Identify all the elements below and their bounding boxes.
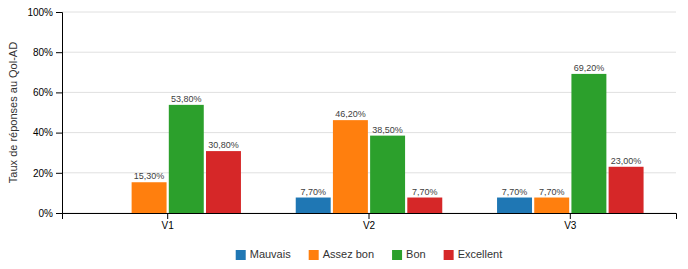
data-label: 30,80% (208, 140, 239, 150)
legend-label: Excellent (458, 248, 503, 260)
y-tick-mark (56, 12, 62, 13)
bar (534, 198, 569, 213)
x-tick: V1 (162, 213, 175, 231)
x-tick-label: V2 (363, 220, 376, 231)
legend-item: Bon (392, 248, 426, 260)
x-tick-mark (570, 213, 571, 219)
y-tick-label: 20% (33, 168, 53, 179)
bar (296, 198, 331, 213)
y-tick-mark (56, 92, 62, 93)
plot: 0% 20% 40% 60% 80% 100% V1 V2 V3 7,70% 7,70% 15,30%… (27, 7, 676, 231)
legend-swatch (392, 250, 402, 260)
legend-item: Excellent (444, 248, 503, 260)
y-tick-label: 40% (33, 127, 53, 138)
bar (94, 213, 129, 214)
data-label: 7,70% (412, 187, 438, 197)
data-label: 53,80% (171, 94, 202, 104)
bar (609, 167, 644, 213)
grid-line (62, 52, 676, 53)
y-axis-line (56, 13, 63, 214)
y-tick-label: 60% (33, 87, 53, 98)
chart: 0% 20% 40% 60% 80% 100% V1 V2 V3 7,70% 7,70% 15,30%… (0, 0, 688, 269)
x-axis-line (63, 214, 677, 220)
data-labels: 7,70% 7,70% 15,30% 46,20% 7,70% 53,80% 38,50% 6… (134, 63, 642, 197)
y-tick-label: 80% (33, 47, 53, 58)
x-tick-label: V1 (162, 220, 175, 231)
legend-label: Assez bon (323, 248, 374, 260)
legend-label: Bon (406, 248, 426, 260)
y-tick-mark (56, 133, 62, 134)
x-tick: V3 (564, 213, 577, 231)
data-label: 46,20% (335, 109, 366, 119)
bar (497, 198, 532, 213)
x-tick: V2 (363, 213, 376, 231)
legend-swatch (309, 250, 319, 260)
y-tick-label: 0% (39, 208, 54, 219)
bar (571, 74, 606, 213)
y-axis: 0% 20% 40% 60% 80% 100% (27, 7, 62, 219)
bar (333, 120, 368, 213)
y-tick-mark (56, 213, 62, 214)
bar (206, 151, 241, 213)
bar (370, 136, 405, 213)
legend-label: Mauvais (250, 248, 291, 260)
x-tick-mark (167, 213, 168, 219)
data-label: 7,70% (539, 187, 565, 197)
data-label: 23,00% (611, 156, 642, 166)
y-tick-mark (56, 52, 62, 53)
y-tick: 20% (33, 168, 62, 179)
legend-swatch (236, 250, 246, 260)
bar (407, 198, 442, 213)
bars (132, 74, 644, 213)
data-label: 15,30% (134, 171, 165, 181)
data-label: 38,50% (372, 125, 403, 135)
y-tick: 40% (33, 127, 62, 138)
legend-swatch (444, 250, 454, 260)
y-tick-mark (56, 173, 62, 174)
x-axis: V1 V2 V3 (63, 213, 677, 231)
y-tick: 60% (33, 87, 62, 98)
data-label: 7,70% (300, 187, 326, 197)
x-tick-label: V3 (564, 220, 577, 231)
bar (169, 105, 204, 213)
grid (62, 12, 676, 213)
bar (132, 182, 167, 213)
y-tick: 0% (39, 208, 62, 219)
grid-line (62, 12, 676, 13)
legend-item: Assez bon (309, 248, 374, 260)
y-tick: 100% (27, 7, 62, 18)
y-axis-title: Taux de réponses au Qol-AD (7, 42, 19, 183)
legend: Mauvais Assez bon Bon Excellent (236, 248, 503, 260)
data-label: 7,70% (502, 187, 528, 197)
y-tick: 80% (33, 47, 62, 58)
y-tick-label: 100% (27, 7, 53, 18)
legend-item: Mauvais (236, 248, 291, 260)
data-label: 69,20% (574, 63, 605, 73)
x-tick-mark (369, 213, 370, 219)
